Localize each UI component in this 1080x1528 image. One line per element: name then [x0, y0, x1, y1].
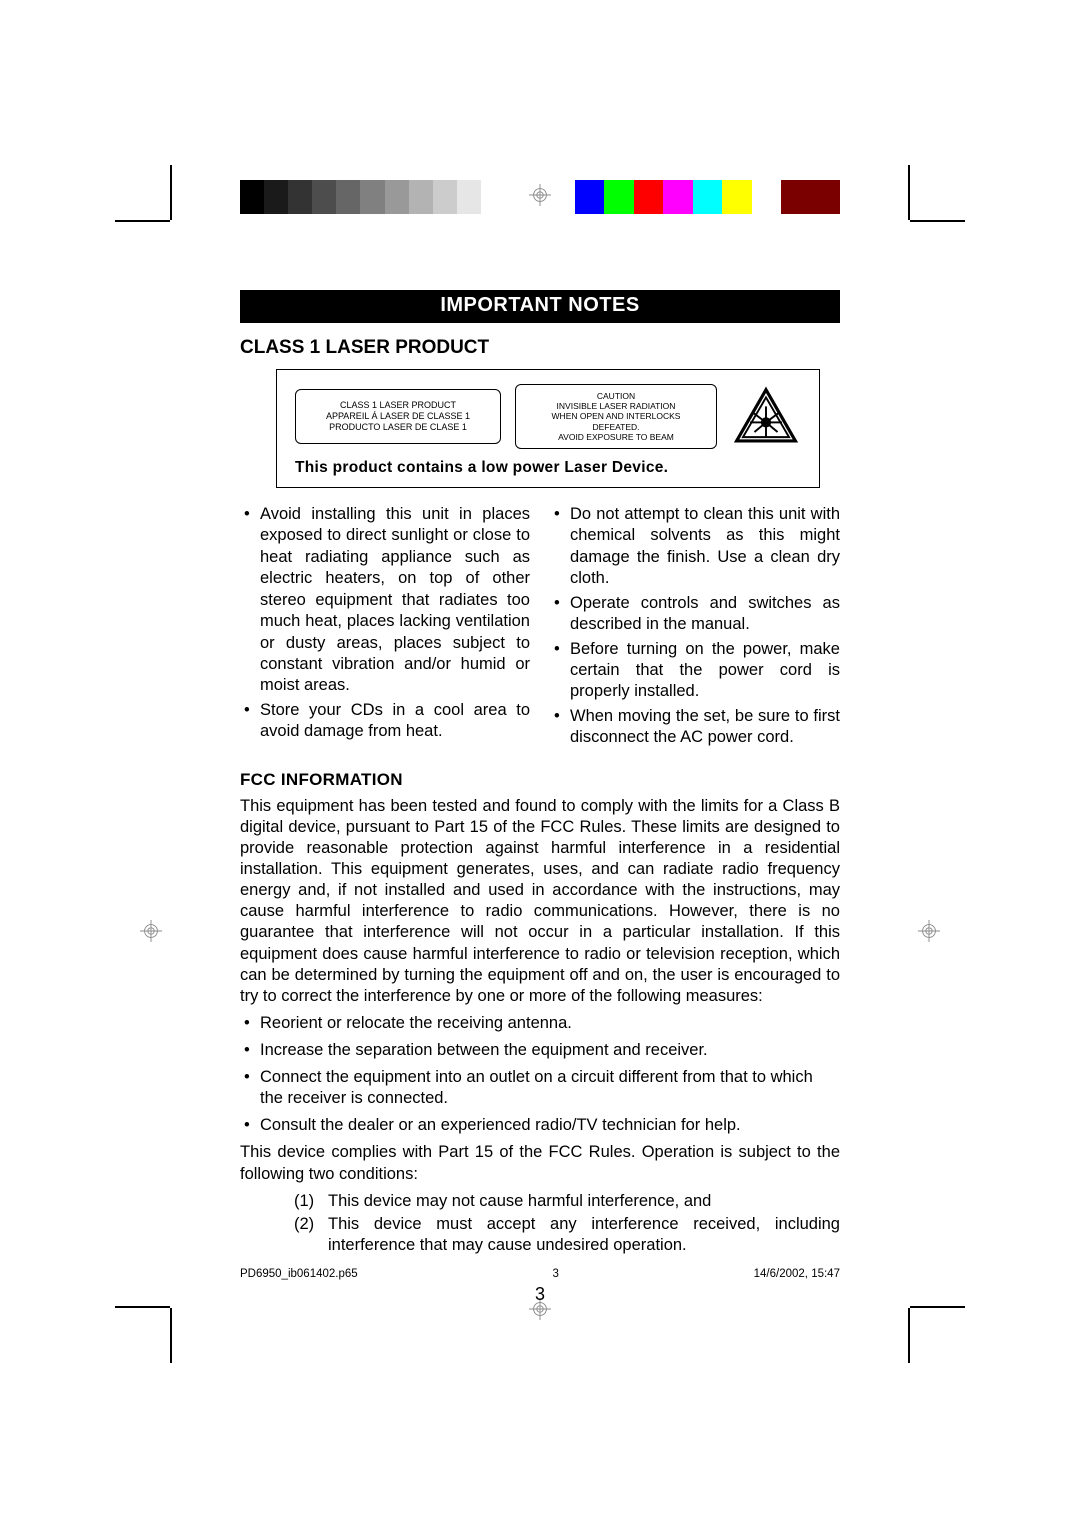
fcc-condition-item: (1)This device may not cause harmful int…	[294, 1191, 840, 1212]
fcc-paragraph-2: This device complies with Part 15 of the…	[240, 1142, 840, 1184]
registration-icon	[140, 920, 162, 942]
crop-mark	[170, 1308, 172, 1363]
laser-caution-box: CAUTIONINVISIBLE LASER RADIATIONWHEN OPE…	[515, 384, 717, 449]
crop-mark	[910, 220, 965, 222]
footer: PD6950_ib061402.p65 3 14/6/2002, 15:47	[240, 1268, 840, 1280]
footer-filename: PD6950_ib061402.p65	[240, 1268, 358, 1280]
laser-subtitle: This product contains a low power Laser …	[295, 459, 801, 477]
notes-columns: Avoid installing this unit in places exp…	[240, 504, 840, 752]
registration-icon	[918, 920, 940, 942]
notes-left-list: Avoid installing this unit in places exp…	[240, 504, 530, 743]
footer-date: 14/6/2002, 15:47	[754, 1268, 840, 1280]
fcc-condition-item: (2)This device must accept any interfere…	[294, 1214, 840, 1256]
fcc-bullet-list: Reorient or relocate the receiving anten…	[240, 1013, 840, 1137]
list-item: Avoid installing this unit in places exp…	[240, 504, 530, 697]
banner-title: IMPORTANT NOTES	[240, 290, 840, 323]
crop-mark	[170, 165, 172, 220]
list-item: Consult the dealer or an experienced rad…	[240, 1115, 840, 1136]
list-item: Store your CDs in a cool area to avoid d…	[240, 700, 530, 743]
fcc-paragraph-1: This equipment has been tested and found…	[240, 796, 840, 1007]
list-item: Do not attempt to clean this unit with c…	[550, 504, 840, 590]
list-item: Operate controls and switches as describ…	[550, 593, 840, 636]
section-title-fcc: FCC INFORMATION	[240, 770, 840, 790]
crop-mark	[910, 1306, 965, 1308]
page-number: 3	[240, 1284, 840, 1305]
crop-mark	[115, 1306, 170, 1308]
list-item: Before turning on the power, make certai…	[550, 639, 840, 703]
fcc-body: This equipment has been tested and found…	[240, 796, 840, 1256]
footer-page: 3	[552, 1268, 558, 1280]
laser-warning-icon	[731, 384, 801, 448]
list-item: Connect the equipment into an outlet on …	[240, 1067, 840, 1109]
page: IMPORTANT NOTES CLASS 1 LASER PRODUCT CL…	[0, 0, 1080, 1528]
list-item: Increase the separation between the equi…	[240, 1040, 840, 1061]
list-item: When moving the set, be sure to first di…	[550, 706, 840, 749]
content: IMPORTANT NOTES CLASS 1 LASER PRODUCT CL…	[240, 290, 840, 1305]
list-item: Reorient or relocate the receiving anten…	[240, 1013, 840, 1034]
color-calibration-bar	[240, 180, 840, 214]
notes-right-list: Do not attempt to clean this unit with c…	[550, 504, 840, 749]
laser-label-box-1: CLASS 1 LASER PRODUCTAPPAREIL Á LASER DE…	[295, 389, 501, 443]
section-title-laser: CLASS 1 LASER PRODUCT	[240, 337, 840, 359]
laser-info-box: CLASS 1 LASER PRODUCTAPPAREIL Á LASER DE…	[276, 369, 820, 488]
crop-mark	[115, 220, 170, 222]
crop-mark	[908, 1308, 910, 1363]
fcc-conditions-list: (1)This device may not cause harmful int…	[240, 1191, 840, 1256]
crop-mark	[908, 165, 910, 220]
